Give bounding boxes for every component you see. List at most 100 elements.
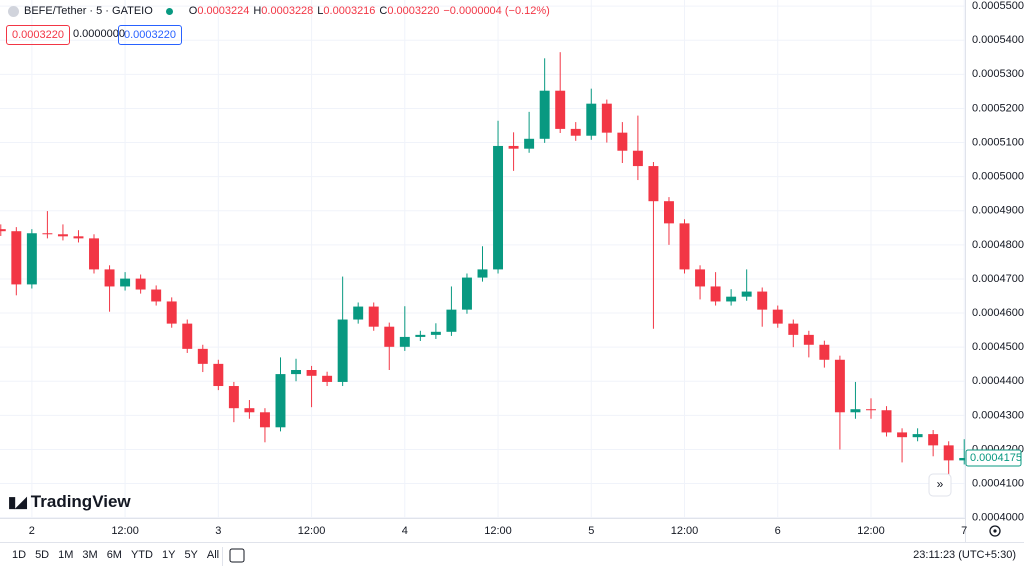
last-price-label: 0.0004175 — [970, 452, 1022, 464]
candle-body — [151, 289, 162, 302]
candle-body — [834, 359, 845, 413]
y-tick-label: 0.0004300 — [972, 409, 1024, 421]
last-price-box — [965, 449, 1022, 467]
candle-body — [275, 374, 286, 428]
candle-body — [104, 269, 115, 287]
legend: BEFE/Tether · 5 · GATEIO O 0.0003224 H 0.0… — [8, 5, 550, 17]
candle-body — [461, 277, 472, 310]
x-tick-label: 7 — [961, 525, 967, 537]
range-button[interactable]: 1M — [58, 549, 74, 561]
logo-text: TradingView — [30, 492, 131, 511]
candle-body — [42, 233, 53, 235]
candle-body — [757, 291, 768, 310]
settings-icon-dot — [993, 529, 997, 533]
ohlc-value: 0.0003216 — [323, 5, 376, 17]
y-tick-label: 0.0004400 — [972, 375, 1024, 387]
candle-body — [399, 336, 410, 347]
y-tick-label: 0.0004900 — [972, 205, 1024, 217]
candle-body — [695, 269, 706, 287]
candle-body — [570, 128, 581, 136]
candle-body — [679, 223, 690, 270]
candle-body — [803, 334, 814, 345]
x-tick-label: 6 — [775, 525, 781, 537]
candle-body — [477, 269, 488, 278]
candle-body — [11, 231, 22, 285]
grid — [0, 0, 965, 519]
indicator-box[interactable]: 0.0003220 — [6, 25, 70, 45]
candle-body — [291, 370, 301, 375]
y-tick-label: 0.0005000 — [972, 171, 1024, 183]
candle-body — [89, 238, 99, 270]
x-tick-label: 12:00 — [111, 525, 139, 537]
candle-body — [539, 90, 550, 139]
ohlc-key: C — [379, 5, 388, 17]
ohlc-value: 0.0003220 — [387, 5, 440, 17]
candle-body — [120, 278, 131, 287]
candle-body — [664, 201, 674, 224]
x-tick-label: 5 — [588, 525, 594, 537]
range-button[interactable]: 5Y — [184, 549, 198, 561]
candle-body — [648, 166, 659, 202]
settings-icon[interactable] — [989, 525, 1001, 537]
date-range-icon[interactable] — [229, 548, 245, 563]
candle-body — [959, 457, 965, 461]
range-button[interactable]: YTD — [130, 549, 153, 561]
range-button[interactable]: All — [206, 549, 220, 561]
range-toolbar: 1D 5D 1M 3M 6M YTD 1Y 5Y All — [12, 549, 228, 561]
x-tick-label: 12:00 — [671, 525, 699, 537]
candle-body — [337, 319, 348, 382]
candle-body — [601, 103, 612, 133]
candle-body — [166, 301, 177, 324]
range-button[interactable]: 1Y — [161, 549, 176, 561]
candles — [0, 52, 965, 481]
scroll-button[interactable] — [928, 473, 952, 497]
y-tick-label: 0.0005300 — [972, 68, 1024, 80]
y-tick-label: 0.0005100 — [972, 136, 1024, 148]
candle-body — [943, 445, 954, 461]
logo[interactable]: ▮◢ TradingView — [8, 492, 131, 512]
candle-body — [555, 90, 566, 129]
candle-body — [244, 408, 255, 413]
symbol-icon — [8, 5, 19, 17]
candle-body — [368, 306, 379, 327]
candle-body — [259, 412, 270, 428]
indicator-box[interactable]: 0.0003220 — [118, 25, 182, 45]
range-button[interactable]: 6M — [106, 549, 122, 561]
candle-body — [881, 410, 892, 433]
candle-body — [850, 409, 861, 413]
x-tick-label: 3 — [215, 525, 221, 537]
ohlc-value: 0.0003224 — [197, 5, 250, 17]
candle-body — [897, 432, 908, 438]
scroll-icon[interactable]: » — [937, 477, 944, 491]
candle-body — [322, 375, 333, 382]
market-status — [165, 7, 173, 15]
candle-body — [493, 145, 504, 270]
candle-body — [0, 229, 6, 232]
candle-body — [182, 323, 193, 349]
symbol[interactable]: BEFE/Tether · 5 · GATEIO — [24, 5, 153, 17]
x-tick-label: 4 — [402, 525, 408, 537]
candle-body — [213, 363, 224, 387]
y-tick-label: 0.0004700 — [972, 273, 1024, 285]
clock[interactable]: 23:11:23 (UTC+5:30) — [913, 549, 1016, 561]
candle-body — [710, 286, 721, 302]
x-tick-label: 12:00 — [298, 525, 326, 537]
range-button[interactable]: 1D — [12, 549, 27, 561]
candle-body — [415, 334, 426, 337]
x-tick-label: 12:00 — [484, 525, 512, 537]
range-button[interactable]: 5D — [35, 549, 50, 561]
x-tick-label: 2 — [29, 525, 35, 537]
y-tick-label: 0.0004500 — [972, 341, 1024, 353]
range-button[interactable]: 3M — [82, 549, 98, 561]
ohlc-key: H — [253, 5, 262, 17]
candle-body — [384, 326, 395, 347]
candle-body — [446, 309, 457, 332]
logo-mark: ▮◢ — [8, 494, 27, 511]
candle-body — [26, 233, 37, 285]
candle-body — [819, 344, 830, 360]
candle-body — [135, 278, 146, 290]
candle-body — [912, 434, 923, 438]
candle-body — [586, 103, 597, 136]
axes: 0.00040000.00041000.00042000.00043000.00… — [29, 0, 1024, 537]
